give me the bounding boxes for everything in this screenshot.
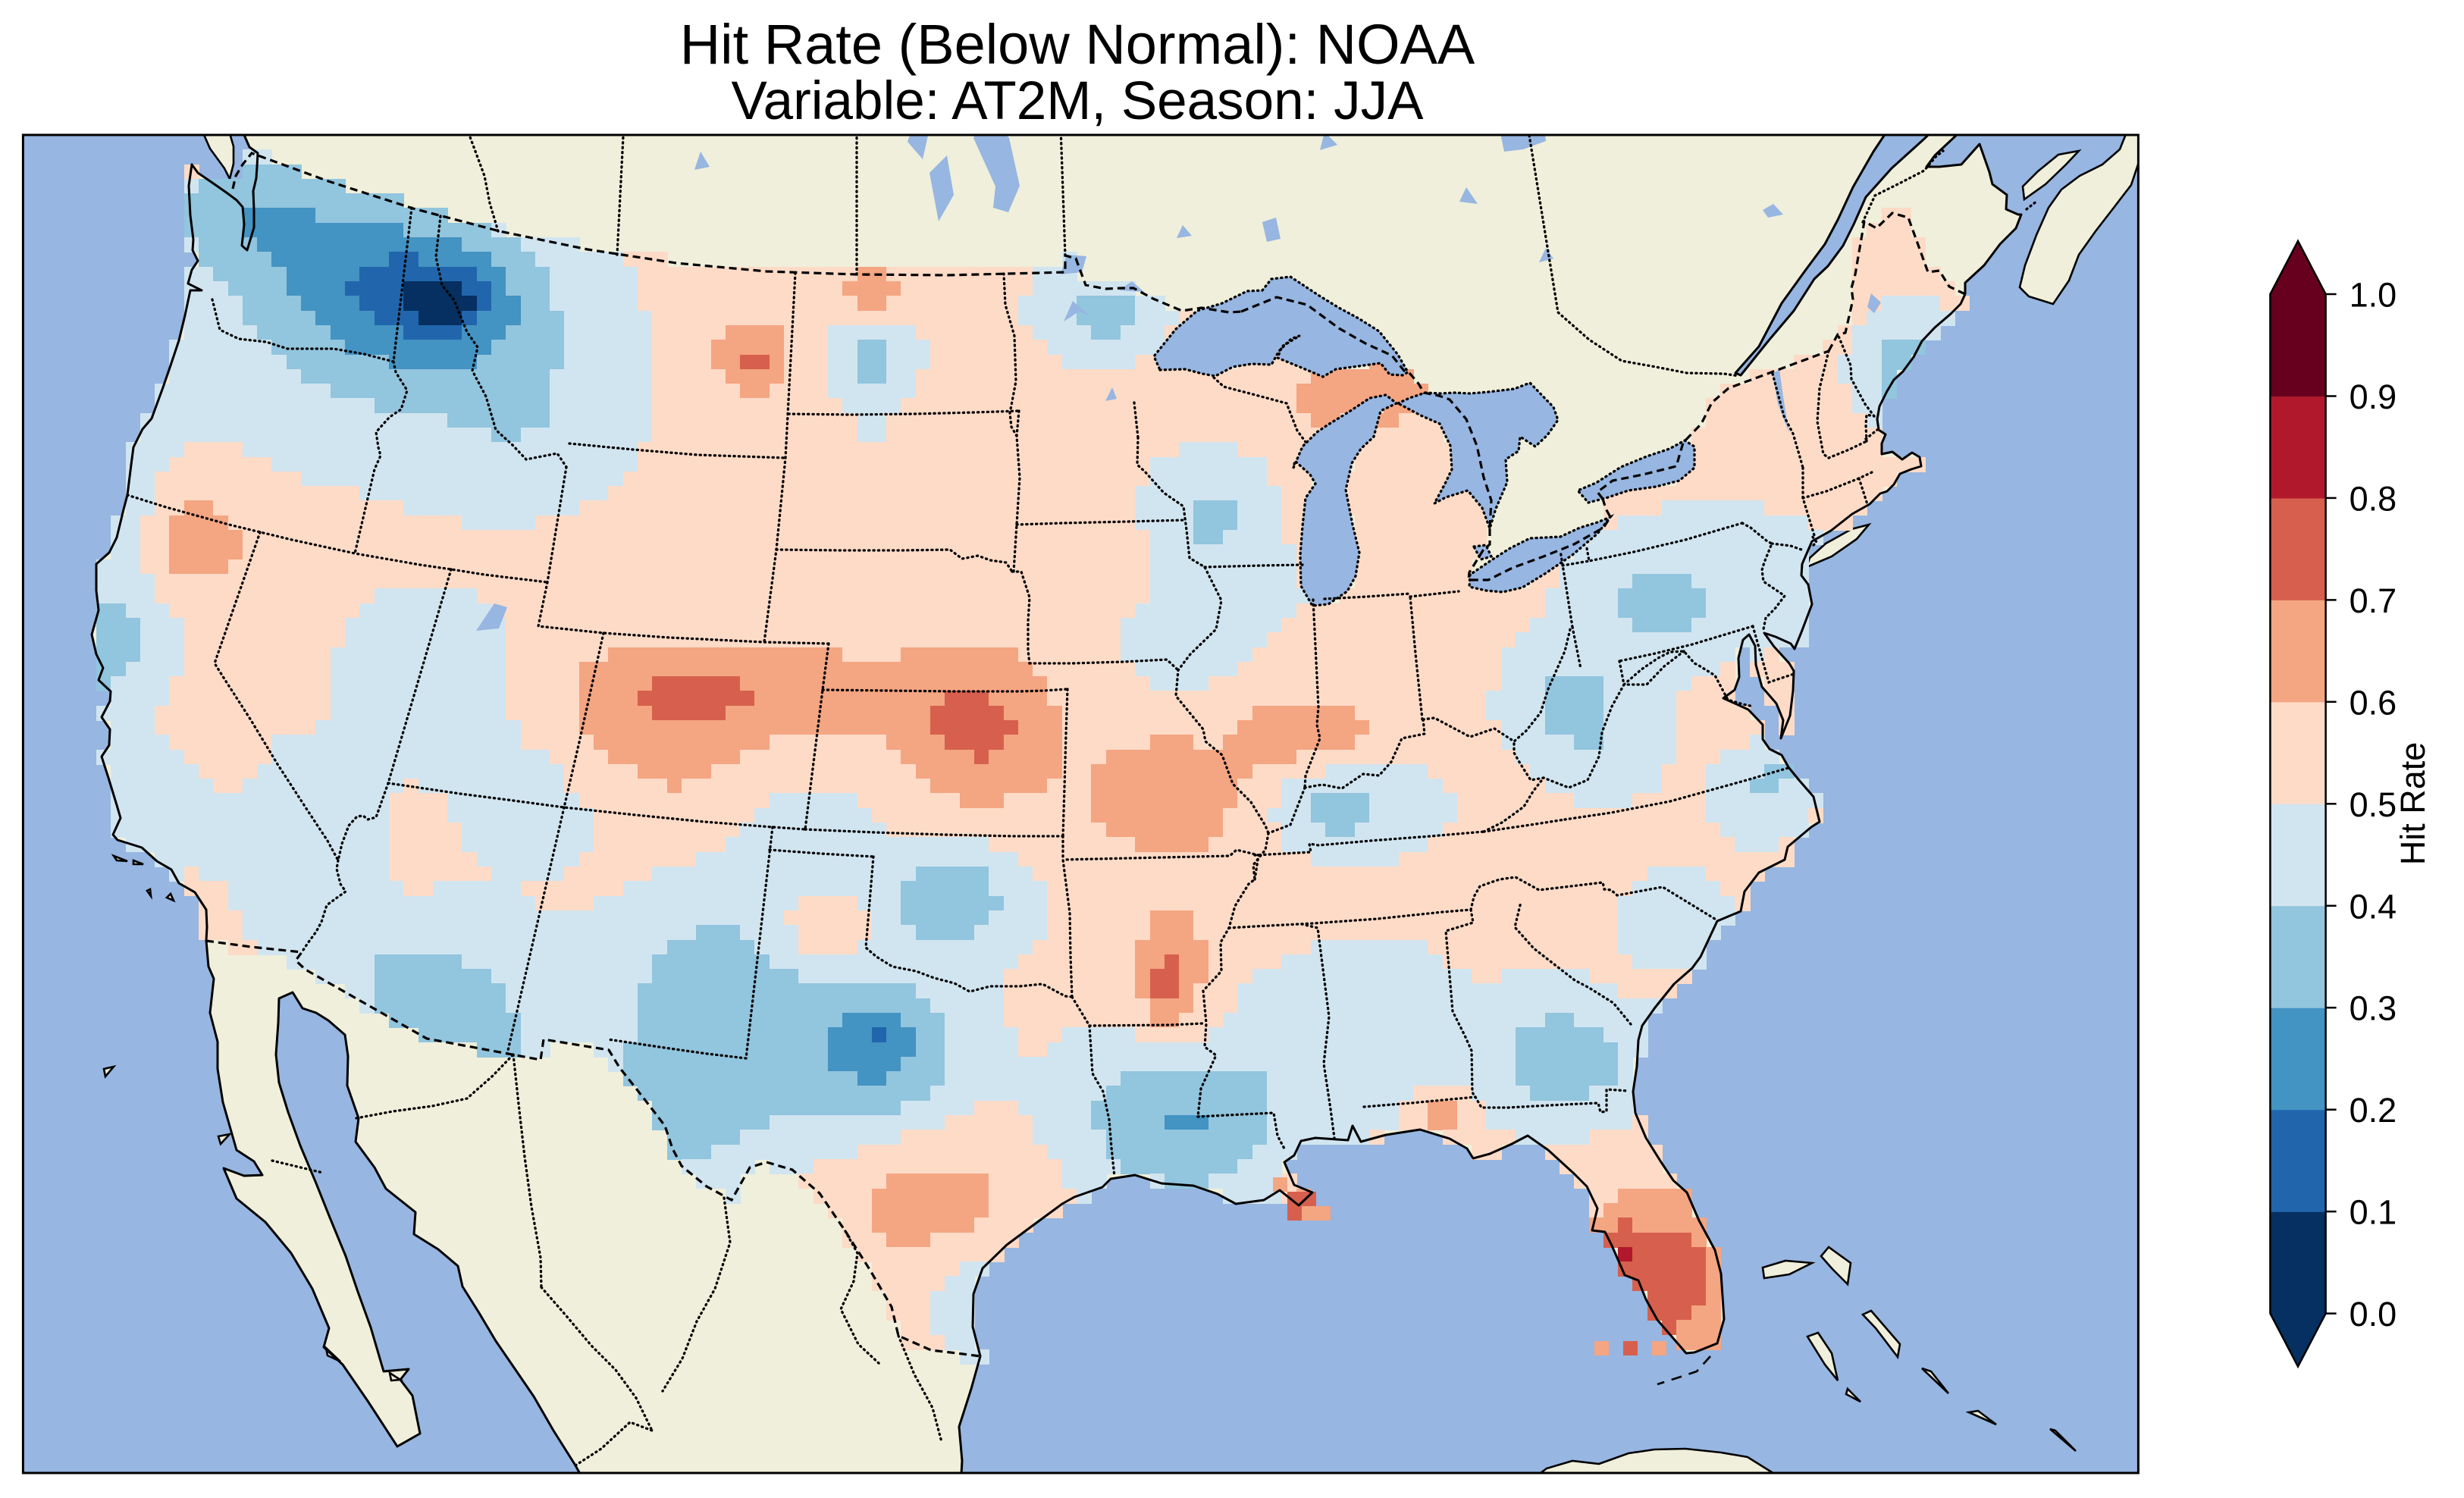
svg-text:0.0: 0.0 xyxy=(2350,1295,2397,1333)
svg-text:Hit Rate (Below Normal): NOAA: Hit Rate (Below Normal): NOAA xyxy=(680,13,1475,76)
svg-text:1.0: 1.0 xyxy=(2350,276,2397,315)
svg-text:Variable: AT2M, Season: JJA: Variable: AT2M, Season: JJA xyxy=(732,71,1425,131)
svg-text:0.8: 0.8 xyxy=(2350,479,2397,518)
svg-text:0.1: 0.1 xyxy=(2350,1193,2397,1232)
svg-text:0.3: 0.3 xyxy=(2350,989,2397,1028)
svg-text:0.7: 0.7 xyxy=(2350,581,2397,620)
svg-text:0.4: 0.4 xyxy=(2350,887,2397,926)
svg-text:0.9: 0.9 xyxy=(2350,378,2397,416)
svg-text:0.6: 0.6 xyxy=(2350,683,2397,722)
svg-text:Hit Rate: Hit Rate xyxy=(2393,742,2432,866)
svg-text:0.5: 0.5 xyxy=(2350,785,2397,824)
svg-text:0.2: 0.2 xyxy=(2350,1091,2397,1130)
